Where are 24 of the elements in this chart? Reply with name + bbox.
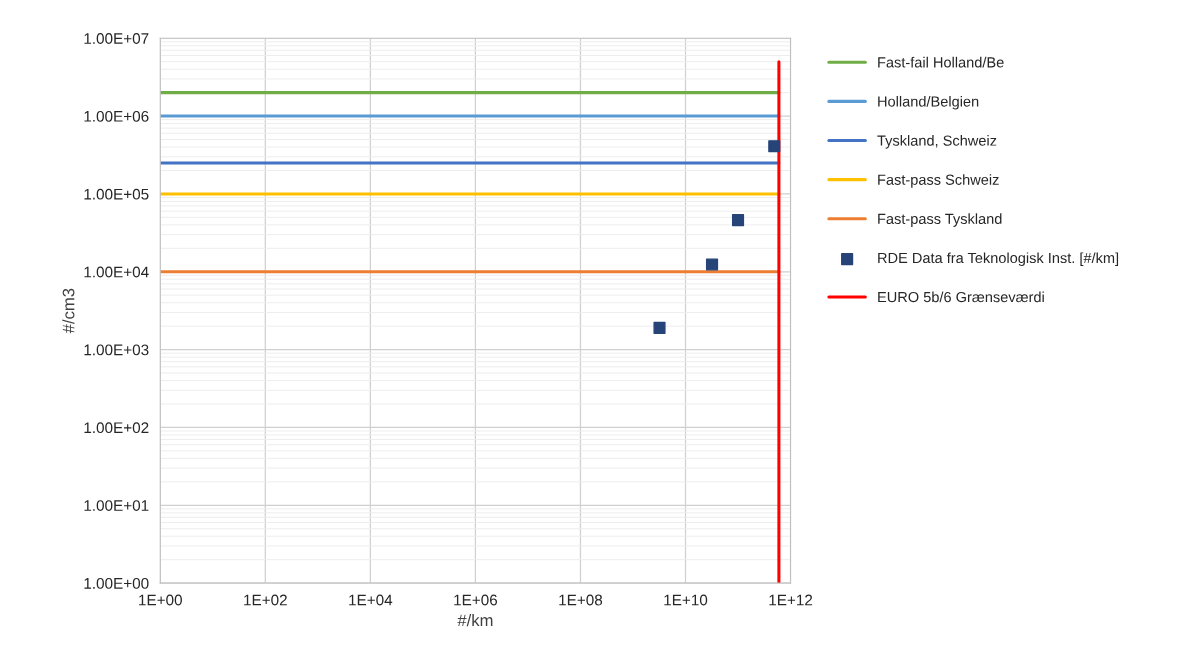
y-tick-label: 1.00E+03 [84, 344, 149, 356]
y-tick-label: 1.00E+01 [84, 500, 149, 511]
legend-label: EURO 5b/6 Grænseværdi [878, 291, 1044, 303]
x-tick-label: 1E+04 [349, 594, 393, 606]
legend-label: Fast-fail Holland/Be [878, 56, 1004, 68]
y-axis-title: #/cm3 [62, 288, 75, 334]
x-tick-label: 1E+12 [769, 594, 813, 606]
y-tick-label: 1.00E+00 [84, 577, 149, 589]
x-tick-label: 1E+10 [664, 594, 708, 606]
y-tick-label: 1.00E+02 [84, 422, 149, 434]
x-tick-label: 1E+02 [244, 594, 287, 606]
y-tick-label: 1.00E+06 [84, 110, 149, 122]
x-tick-label: 1E+00 [139, 594, 182, 606]
legend-label: Fast-pass Tyskland [878, 213, 1002, 227]
x-tick-label: 1E+08 [559, 594, 603, 606]
x-tick-label: 1E+06 [454, 594, 498, 606]
y-tick-label: 1.00E+05 [84, 188, 149, 200]
x-axis-title: #/km [457, 614, 493, 627]
legend-label: Holland/Belgien [878, 95, 979, 110]
legend-label: RDE Data fra Teknologisk Inst. [#/km] [878, 252, 1119, 266]
y-tick-label: 1.00E+04 [84, 266, 149, 278]
y-tick-label: 1.00E+07 [84, 33, 149, 44]
legend-label: Fast-pass Schweiz [878, 174, 999, 188]
legend-label: Tyskland, Schweiz [877, 135, 997, 149]
